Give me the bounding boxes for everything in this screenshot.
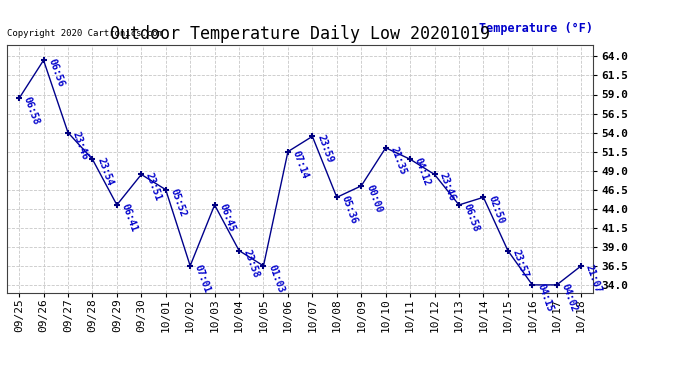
Text: 23:46: 23:46 (71, 130, 90, 161)
Text: 06:58: 06:58 (462, 202, 481, 233)
Title: Outdoor Temperature Daily Low 20201019: Outdoor Temperature Daily Low 20201019 (110, 26, 490, 44)
Text: 06:45: 06:45 (217, 202, 237, 233)
Text: 02:50: 02:50 (486, 195, 506, 225)
Text: 07:14: 07:14 (290, 149, 310, 180)
Text: 23:54: 23:54 (95, 156, 115, 188)
Text: Copyright 2020 Cartronics.com: Copyright 2020 Cartronics.com (7, 28, 163, 38)
Text: 05:36: 05:36 (339, 195, 359, 225)
Text: 23:46: 23:46 (437, 172, 457, 203)
Text: 21:07: 21:07 (584, 263, 603, 294)
Text: 06:58: 06:58 (22, 96, 41, 126)
Text: 00:00: 00:00 (364, 183, 384, 214)
Text: Temperature (°F): Temperature (°F) (480, 22, 593, 35)
Text: 23:51: 23:51 (144, 172, 164, 203)
Text: 06:41: 06:41 (119, 202, 139, 233)
Text: 05:52: 05:52 (168, 187, 188, 218)
Text: 21:35: 21:35 (388, 145, 408, 176)
Text: 04:12: 04:12 (413, 156, 433, 188)
Text: 04:15: 04:15 (535, 282, 555, 313)
Text: 23:57: 23:57 (511, 248, 530, 279)
Text: 04:02: 04:02 (560, 282, 579, 313)
Text: 01:03: 01:03 (266, 263, 286, 294)
Text: 23:58: 23:58 (241, 248, 262, 279)
Text: 06:56: 06:56 (46, 57, 66, 88)
Text: 07:01: 07:01 (193, 263, 213, 294)
Text: 23:59: 23:59 (315, 134, 335, 165)
